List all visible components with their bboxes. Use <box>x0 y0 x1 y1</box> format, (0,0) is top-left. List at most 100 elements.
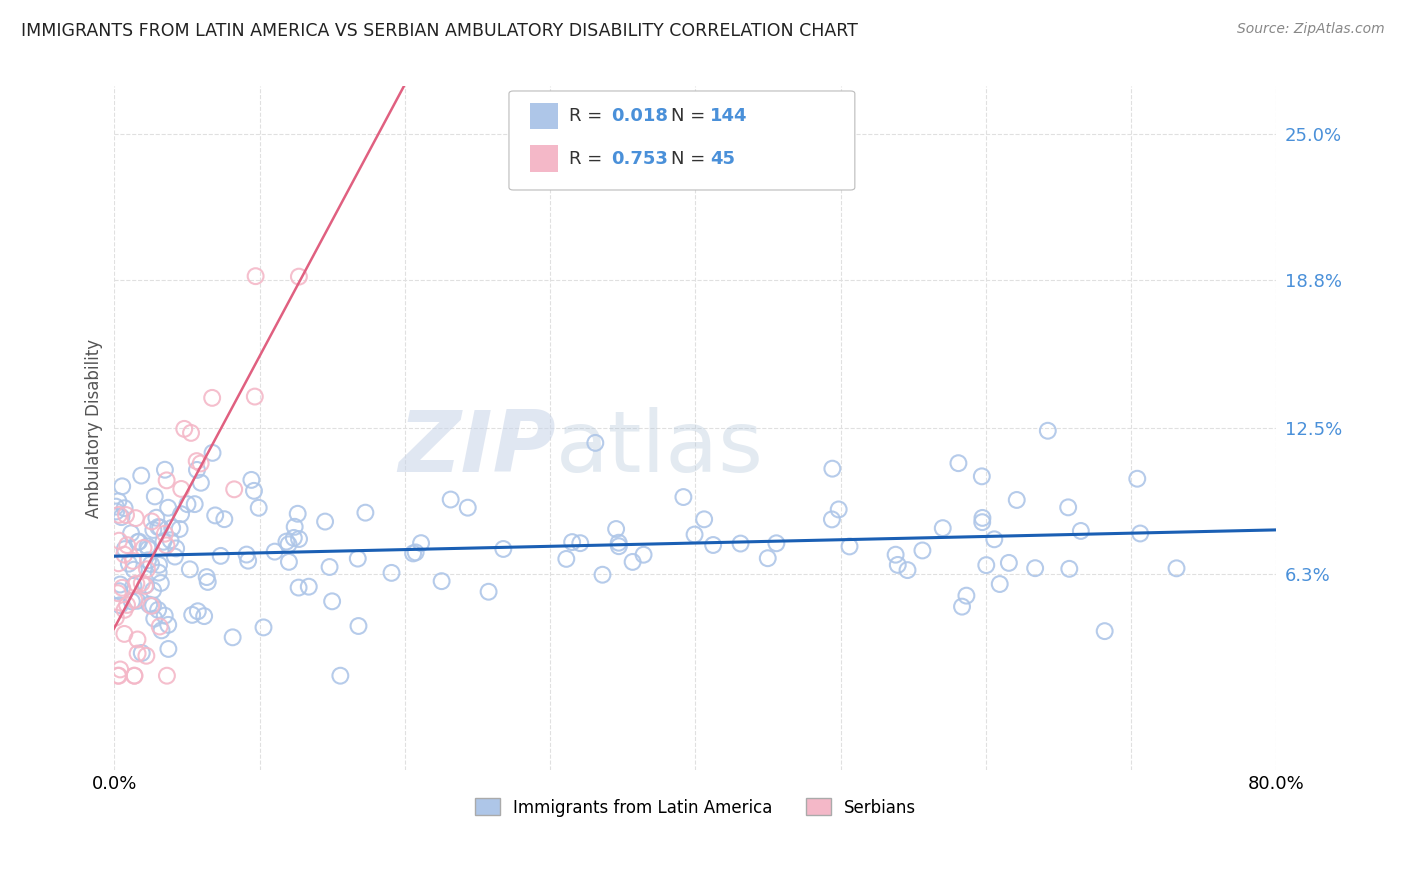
Point <box>346 551 368 566</box>
Point <box>405 545 427 559</box>
Point <box>276 534 298 549</box>
Point <box>179 562 201 576</box>
Point <box>114 501 136 516</box>
Point <box>157 642 180 657</box>
Point <box>108 533 131 548</box>
Point <box>621 555 644 569</box>
Point <box>104 500 127 514</box>
Point <box>555 552 578 566</box>
Point <box>236 554 259 568</box>
Point <box>287 507 309 521</box>
Point <box>122 579 145 593</box>
Point <box>107 557 129 571</box>
Point <box>1059 562 1081 576</box>
Point <box>821 461 844 475</box>
Y-axis label: Ambulatory Disability: Ambulatory Disability <box>86 339 103 517</box>
Text: 45: 45 <box>710 150 735 168</box>
Point <box>974 558 997 573</box>
Point <box>277 537 299 551</box>
Point <box>1070 524 1092 538</box>
Point <box>884 548 907 562</box>
Point <box>569 536 592 550</box>
Point <box>287 581 309 595</box>
Point <box>1094 624 1116 639</box>
Point <box>318 560 340 574</box>
Point <box>672 490 695 504</box>
Point <box>214 512 236 526</box>
Point <box>201 391 224 405</box>
Point <box>955 589 977 603</box>
Point <box>122 563 145 577</box>
Point <box>131 576 153 591</box>
Point <box>263 544 285 558</box>
Point <box>1057 500 1080 515</box>
Point <box>125 511 148 525</box>
Point <box>911 543 934 558</box>
Point <box>108 669 131 683</box>
Point <box>1129 526 1152 541</box>
Point <box>201 446 224 460</box>
Point <box>240 473 263 487</box>
Point <box>1166 561 1188 575</box>
Point <box>169 522 191 536</box>
Point <box>148 566 170 580</box>
Point <box>190 457 212 471</box>
Point <box>950 599 973 614</box>
Text: IMMIGRANTS FROM LATIN AMERICA VS SERBIAN AMBULATORY DISABILITY CORRELATION CHART: IMMIGRANTS FROM LATIN AMERICA VS SERBIAN… <box>21 22 858 40</box>
Point <box>607 539 630 553</box>
Point <box>235 548 257 562</box>
Point <box>983 533 1005 547</box>
Point <box>142 583 165 598</box>
Point <box>150 624 173 638</box>
Point <box>108 577 131 591</box>
Point <box>430 574 453 589</box>
Text: R =: R = <box>569 150 609 168</box>
Point <box>561 535 583 549</box>
Point <box>347 619 370 633</box>
Point <box>156 669 179 683</box>
Point <box>838 540 860 554</box>
Text: Source: ZipAtlas.com: Source: ZipAtlas.com <box>1237 22 1385 37</box>
Point <box>124 593 146 607</box>
Point <box>176 497 198 511</box>
Legend: Immigrants from Latin America, Serbians: Immigrants from Latin America, Serbians <box>468 792 922 823</box>
Point <box>131 646 153 660</box>
Point <box>138 598 160 612</box>
Point <box>247 500 270 515</box>
Point <box>118 557 141 571</box>
Text: 0.753: 0.753 <box>612 150 668 168</box>
Point <box>1024 561 1046 575</box>
Point <box>440 492 463 507</box>
Point <box>887 558 910 572</box>
Point <box>187 604 209 618</box>
Point <box>583 436 606 450</box>
Point <box>153 526 176 541</box>
Point <box>329 669 352 683</box>
Point <box>111 479 134 493</box>
Point <box>108 662 131 676</box>
Point <box>160 521 183 535</box>
Point <box>124 669 146 683</box>
Point <box>321 594 343 608</box>
Point <box>170 507 193 521</box>
Point <box>165 541 187 556</box>
Point <box>143 612 166 626</box>
Point <box>492 541 515 556</box>
Point <box>115 598 138 612</box>
Point <box>765 536 787 550</box>
Point <box>180 425 202 440</box>
Point <box>136 553 159 567</box>
Point <box>478 584 501 599</box>
Point <box>1005 492 1028 507</box>
Point <box>224 483 246 497</box>
Point <box>127 632 149 647</box>
Point <box>970 469 993 483</box>
Point <box>149 619 172 633</box>
Point <box>141 599 163 613</box>
Point <box>756 551 779 566</box>
Point <box>972 511 994 525</box>
Point <box>155 538 177 552</box>
Point <box>1036 424 1059 438</box>
Point <box>107 494 129 508</box>
Point <box>148 558 170 572</box>
